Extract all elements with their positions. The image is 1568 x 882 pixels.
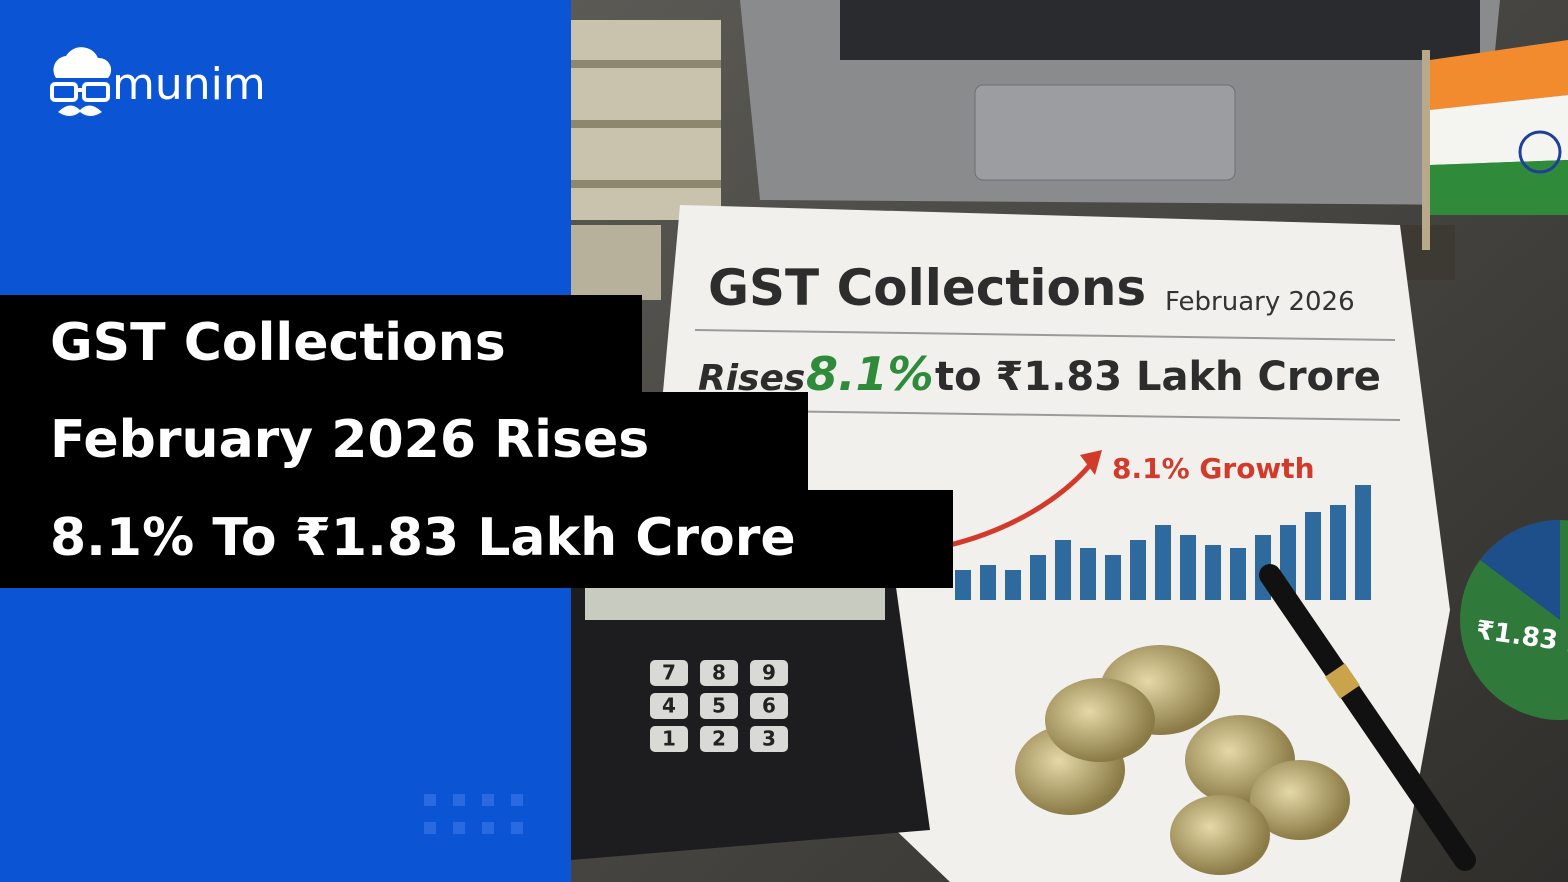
- logo-text: munim: [112, 59, 266, 110]
- calculator-key: [650, 726, 688, 752]
- calculator: 7 8 9 4 5 6 1 2 3: [571, 580, 930, 860]
- headline-line: GST Collections: [50, 313, 506, 373]
- calculator-key: [650, 660, 688, 686]
- coins: [1015, 645, 1350, 875]
- calculator-key-label: 8: [712, 661, 726, 685]
- headline-box: [0, 295, 642, 393]
- cash-stacks: [571, 20, 721, 300]
- calculator-key-label: 2: [712, 727, 726, 751]
- calculator-key: [700, 726, 738, 752]
- side-pie: ₹1.83 La: [1460, 520, 1568, 720]
- paper-subhead-highlight: 8.1%: [806, 347, 934, 401]
- calculator-key-label: 4: [662, 694, 676, 718]
- calculator-key: [750, 726, 788, 752]
- paper-growth-label: 8.1% Growth: [1112, 452, 1315, 485]
- headline-box: [0, 392, 808, 491]
- calculator-key: [750, 660, 788, 686]
- calculator-key-label: 3: [762, 727, 776, 751]
- paper-subhead-suffix: to ₹1.83 Lakh Crore: [935, 354, 1381, 400]
- logo: munim: [50, 47, 266, 116]
- laptop: [740, 0, 1500, 205]
- calculator-key-label: 5: [712, 694, 726, 718]
- calculator-key-label: 6: [762, 694, 776, 718]
- calculator-key-label: 7: [662, 661, 676, 685]
- pen: [1259, 564, 1476, 871]
- paper-title: GST Collections: [708, 259, 1146, 317]
- headline-line: 8.1% To ₹1.83 Lakh Crore: [50, 508, 796, 568]
- pen-band: [1325, 663, 1360, 699]
- calculator-keys: 7 8 9 4 5 6 1 2 3: [650, 660, 788, 752]
- paper-chart-bars: [955, 485, 1371, 600]
- calculator-key: [750, 693, 788, 719]
- paper-date: February 2026: [1165, 287, 1355, 317]
- headline-box: [0, 490, 953, 588]
- calculator-key-label: 9: [762, 661, 776, 685]
- calculator-key: [700, 660, 738, 686]
- headline-line: February 2026 Rises: [50, 410, 649, 470]
- calculator-key: [650, 693, 688, 719]
- calculator-key: [700, 693, 738, 719]
- dot-pattern: [424, 794, 523, 834]
- calculator-key-label: 1: [662, 727, 676, 751]
